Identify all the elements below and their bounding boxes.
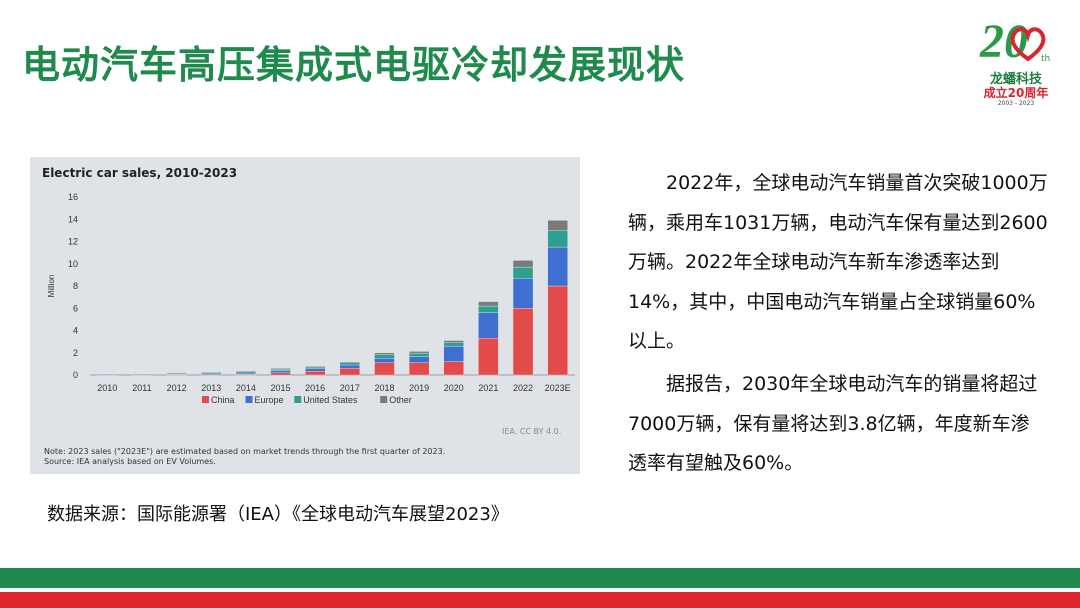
x-tick-label: 2021: [478, 383, 498, 393]
y-tick-label: 0: [73, 370, 78, 380]
bar-segment: [166, 372, 187, 374]
legend-label: United States: [303, 395, 358, 405]
y-tick-label: 8: [73, 281, 78, 291]
chart-title: Electric car sales, 2010-2023: [42, 166, 238, 180]
electric-car-sales-chart: Million 0 2 4 6 8 10 12 14 16 2010 2011 2012 2013 2014…: [47, 192, 575, 405]
bar-segment: [339, 361, 360, 363]
y-tick-label: 2: [73, 348, 78, 358]
bar-segment: [443, 361, 464, 376]
bar-segment: [374, 352, 395, 355]
bar-segment: [478, 338, 499, 376]
x-tick-label: 2012: [167, 383, 187, 393]
bar-segment: [97, 373, 118, 376]
bar-segment: [547, 246, 568, 287]
bar-segment: [512, 266, 534, 279]
x-tick-label: 2017: [340, 383, 360, 393]
bar-segment: [547, 230, 568, 248]
bar-segment: [512, 278, 534, 309]
legend-swatch: [245, 396, 253, 403]
x-tick-label: 2020: [444, 383, 464, 393]
bar-segment: [478, 312, 499, 339]
bar-segment: [305, 371, 326, 376]
data-source-caption: 数据来源：国际能源署（IEA）《全球电动汽车展望2023》: [47, 504, 509, 525]
chart-note: Note: 2023 sales ("2023E") are estimated…: [44, 447, 445, 467]
bar-segment: [235, 372, 257, 375]
bar-segment: [270, 369, 291, 371]
chart-panel: Electric car sales, 2010-2023 Million 0 2 4…: [30, 157, 580, 474]
logo-suffix: th: [1041, 54, 1051, 64]
legend-label: Other: [389, 395, 412, 405]
chart-credit: IEA. CC BY 4.0.: [502, 427, 562, 436]
logo-years: 2003 - 2023: [997, 100, 1035, 107]
bar-segment: [339, 364, 360, 369]
bar-segment: [443, 340, 464, 343]
bar-segment: [235, 370, 257, 372]
x-tick-label: 2016: [305, 383, 325, 393]
bar-segment: [235, 371, 257, 374]
y-tick-label: 10: [68, 259, 78, 269]
bar-segment: [339, 362, 360, 366]
bar-segment: [408, 351, 430, 354]
y-tick-label: 16: [68, 192, 78, 202]
company-logo: 20 th 龙蟠科技 成立20周年 2003 - 2023: [978, 18, 1054, 116]
legend-swatch: [294, 396, 302, 403]
chart-note-line: Note: 2023 sales ("2023E") are estimated…: [44, 447, 446, 456]
bar-segment: [131, 373, 153, 375]
bar-segment: [270, 368, 291, 370]
bar-segment: [547, 285, 568, 376]
x-tick-label: 2018: [374, 383, 394, 393]
legend-swatch: [202, 396, 209, 403]
legend-label: China: [211, 395, 235, 405]
bar-segment: [201, 371, 222, 373]
y-tick-label: 12: [68, 237, 78, 247]
footer-divider: [0, 588, 1080, 592]
heart-icon: [1010, 27, 1046, 62]
body-paragraph-2: 据报告，2030年全球电动汽车的销量将超过7000万辆，保有量将达到3.8亿辆，…: [628, 373, 1038, 474]
bar-segment: [408, 356, 430, 363]
bar-segment: [374, 354, 395, 359]
logo-number: 20: [980, 15, 1028, 68]
y-tick-label: 4: [73, 326, 78, 336]
footer-red-band: [0, 592, 1080, 608]
bar-segment: [374, 362, 395, 376]
y-tick-label: 6: [73, 303, 78, 313]
bar-segment: [512, 308, 534, 376]
bar-segment: [305, 366, 326, 368]
x-tick-label: 2010: [97, 383, 117, 393]
bar-segment: [408, 362, 430, 376]
logo-anniversary: 成立20周年: [983, 86, 1049, 100]
bar-segment: [270, 370, 291, 373]
bar-segment: [478, 305, 499, 313]
bar-segment: [512, 260, 534, 268]
bar-segment: [547, 220, 568, 231]
bar-segment: [443, 345, 464, 362]
bar-segment: [270, 372, 291, 376]
bar-segment: [478, 301, 499, 307]
y-axis-label: Million: [47, 275, 56, 298]
legend-swatch: [380, 396, 388, 403]
bar-segment: [201, 372, 222, 375]
x-tick-label: 2015: [271, 383, 291, 393]
x-tick-label: 2023E: [545, 383, 571, 393]
bar-segment: [374, 358, 395, 363]
body-paragraph-1: 2022年，全球电动汽车销量首次突破1000万辆，乘用车1031万辆，电动汽车保…: [628, 172, 1048, 352]
bar-segment: [305, 366, 326, 369]
bar-segment: [443, 342, 464, 347]
x-tick-label: 2014: [236, 383, 256, 393]
bar-segment: [408, 352, 430, 357]
x-tick-label: 2013: [201, 383, 221, 393]
y-tick-label: 14: [68, 214, 78, 224]
bar-segment: [339, 368, 360, 376]
chart-source-line: Source: IEA analysis based on EV Volumes…: [44, 457, 216, 466]
x-tick-label: 2019: [409, 383, 429, 393]
x-tick-label: 2011: [132, 383, 151, 393]
footer-green-band: [0, 568, 1080, 588]
legend-label: Europe: [255, 395, 284, 405]
x-tick-label: 2022: [513, 383, 533, 393]
logo-name: 龙蟠科技: [989, 72, 1042, 87]
bar-segment: [305, 368, 326, 372]
slide-title: 电动汽车高压集成式电驱冷却发展现状: [22, 43, 686, 87]
